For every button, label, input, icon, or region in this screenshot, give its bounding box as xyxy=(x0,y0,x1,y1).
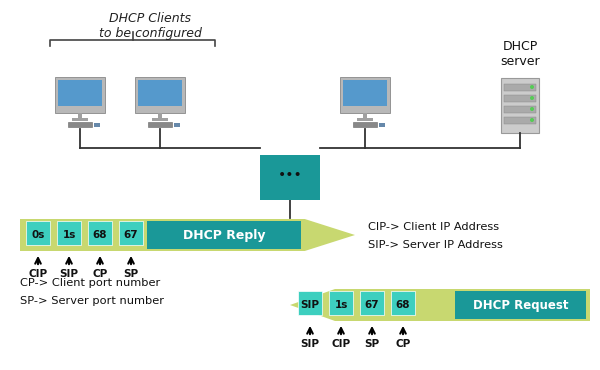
Bar xyxy=(72,118,88,121)
Text: SP: SP xyxy=(364,339,380,349)
Bar xyxy=(391,291,415,315)
Circle shape xyxy=(530,85,534,89)
Bar xyxy=(357,118,373,121)
Text: CP: CP xyxy=(92,269,107,279)
Text: 68: 68 xyxy=(93,230,107,240)
Circle shape xyxy=(530,107,534,111)
Text: CIP: CIP xyxy=(331,339,350,349)
Bar xyxy=(260,155,320,200)
Text: 67: 67 xyxy=(365,300,379,310)
Polygon shape xyxy=(20,219,355,251)
Bar xyxy=(148,122,172,127)
Text: •••: ••• xyxy=(278,168,302,182)
Bar xyxy=(360,291,384,315)
Bar xyxy=(504,84,536,91)
Text: CP: CP xyxy=(395,339,410,349)
Bar xyxy=(363,113,367,118)
Text: DHCP
server: DHCP server xyxy=(500,40,540,68)
Bar xyxy=(57,221,81,245)
Text: SIP-> Server IP Address: SIP-> Server IP Address xyxy=(368,240,503,250)
Circle shape xyxy=(530,96,534,100)
Bar xyxy=(174,123,180,127)
Bar xyxy=(455,291,586,319)
Bar xyxy=(58,80,102,106)
Bar xyxy=(343,80,387,106)
Bar xyxy=(504,105,536,112)
Text: SP-> Server port number: SP-> Server port number xyxy=(20,296,164,306)
Text: SIP: SIP xyxy=(59,269,79,279)
Bar xyxy=(501,77,539,132)
Bar xyxy=(148,221,301,249)
Bar xyxy=(119,221,143,245)
Text: 1s: 1s xyxy=(62,230,76,240)
Bar xyxy=(55,77,105,113)
Circle shape xyxy=(530,118,534,122)
Bar xyxy=(158,113,162,118)
Bar xyxy=(504,94,536,101)
Text: CIP: CIP xyxy=(28,269,47,279)
Text: DHCP Reply: DHCP Reply xyxy=(183,229,265,242)
Bar xyxy=(340,77,390,113)
Bar xyxy=(138,80,182,106)
Text: SP: SP xyxy=(124,269,139,279)
Text: 0s: 0s xyxy=(31,230,44,240)
Bar xyxy=(152,118,168,121)
Text: CIP-> Client IP Address: CIP-> Client IP Address xyxy=(368,222,499,232)
Bar xyxy=(78,113,82,118)
Text: 67: 67 xyxy=(124,230,139,240)
Text: 68: 68 xyxy=(396,300,410,310)
Bar xyxy=(88,221,112,245)
Text: SIP: SIP xyxy=(301,339,320,349)
Bar xyxy=(94,123,100,127)
Bar xyxy=(379,123,385,127)
Bar xyxy=(329,291,353,315)
Polygon shape xyxy=(290,289,590,321)
Bar xyxy=(353,122,377,127)
Bar xyxy=(298,291,322,315)
Bar xyxy=(68,122,92,127)
Text: CP-> Client port number: CP-> Client port number xyxy=(20,278,160,288)
Text: DHCP Clients
to be configured: DHCP Clients to be configured xyxy=(98,12,202,40)
Bar xyxy=(504,117,536,124)
Text: 1s: 1s xyxy=(334,300,347,310)
Text: DHCP Request: DHCP Request xyxy=(473,299,568,312)
Bar xyxy=(26,221,50,245)
Bar xyxy=(135,77,185,113)
Text: SIP: SIP xyxy=(301,300,320,310)
